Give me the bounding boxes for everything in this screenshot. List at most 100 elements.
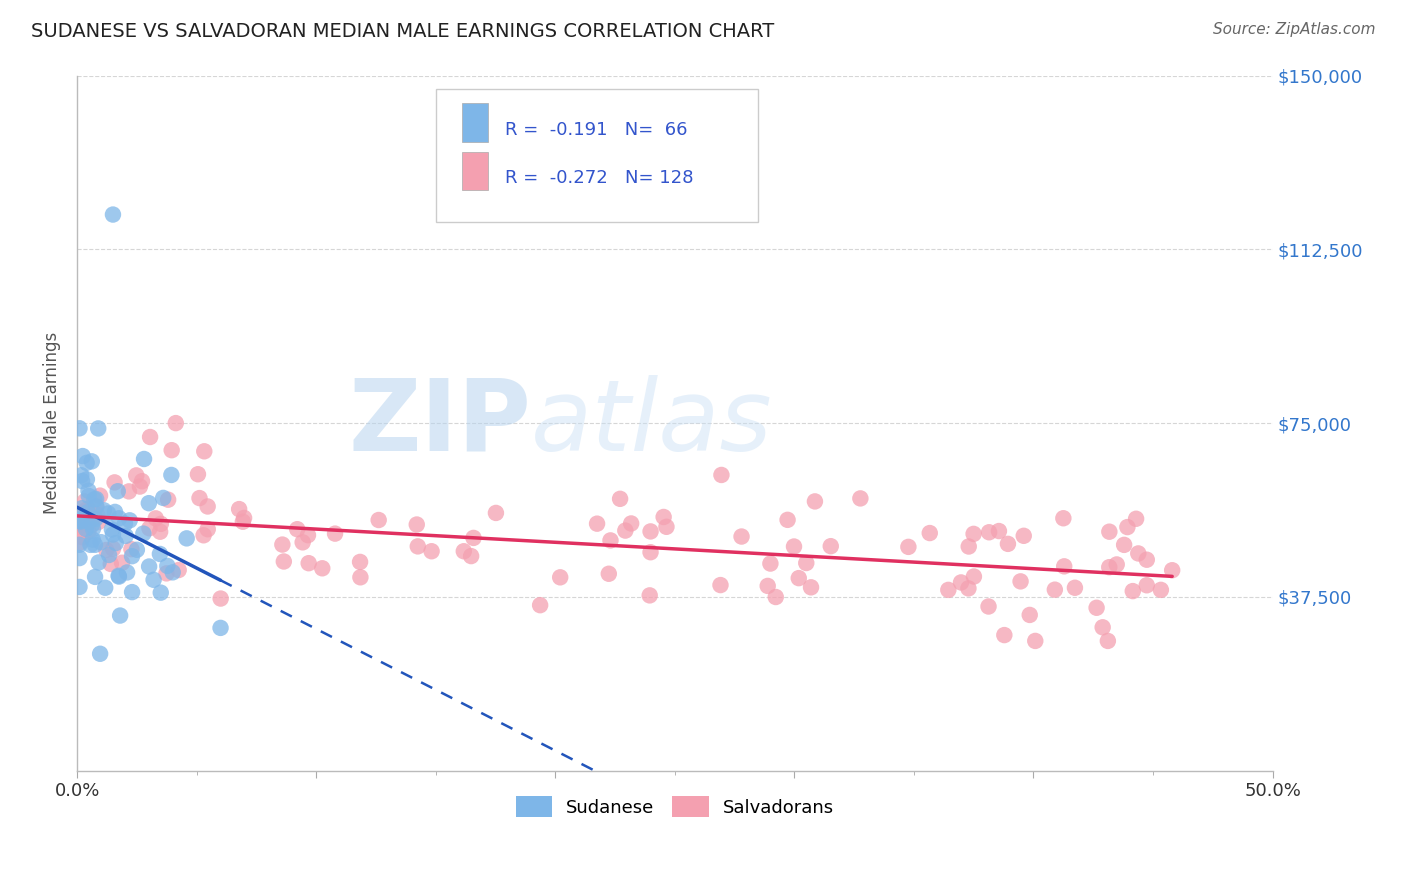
Point <box>138 521 160 535</box>
Point <box>84 500 107 514</box>
Point <box>460 549 482 563</box>
Point <box>800 580 823 594</box>
Point <box>176 532 198 546</box>
Point <box>197 522 219 536</box>
Point <box>209 621 232 635</box>
Point <box>1125 512 1147 526</box>
Point <box>114 529 136 543</box>
Point <box>1116 520 1139 534</box>
Point <box>776 513 799 527</box>
Point <box>118 513 141 527</box>
Point <box>132 526 155 541</box>
Text: atlas: atlas <box>531 375 773 472</box>
Text: SUDANESE VS SALVADORAN MEDIAN MALE EARNINGS CORRELATION CHART: SUDANESE VS SALVADORAN MEDIAN MALE EARNI… <box>31 22 775 41</box>
Point <box>209 591 232 606</box>
Point <box>111 556 134 570</box>
Point <box>367 513 389 527</box>
Point <box>548 570 571 584</box>
Point <box>107 568 129 582</box>
Point <box>73 494 96 508</box>
Point <box>84 491 107 506</box>
Point <box>638 588 661 602</box>
Point <box>963 569 986 583</box>
Point <box>98 548 121 562</box>
Point <box>233 511 256 525</box>
Point <box>655 520 678 534</box>
Point <box>93 503 115 517</box>
Point <box>76 472 98 486</box>
Point <box>950 575 973 590</box>
Point <box>897 540 920 554</box>
Point <box>1105 558 1128 572</box>
Point <box>84 512 107 526</box>
Point <box>1128 546 1150 560</box>
Point <box>599 533 621 548</box>
Point <box>121 585 143 599</box>
Point <box>529 598 551 612</box>
Point <box>1136 552 1159 566</box>
Text: Source: ZipAtlas.com: Source: ZipAtlas.com <box>1212 22 1375 37</box>
Point <box>1098 524 1121 539</box>
Point <box>101 208 124 222</box>
Point <box>82 533 104 547</box>
Point <box>97 507 120 521</box>
Point <box>1018 607 1040 622</box>
Point <box>620 516 643 531</box>
Point <box>77 483 100 498</box>
Point <box>228 502 250 516</box>
Point <box>149 516 172 531</box>
Point <box>115 566 138 580</box>
Point <box>70 501 93 516</box>
FancyBboxPatch shape <box>436 89 758 221</box>
Point <box>709 578 731 592</box>
Point <box>849 491 872 506</box>
Point <box>271 538 294 552</box>
Point <box>598 566 620 581</box>
Point <box>120 542 142 557</box>
Point <box>131 474 153 488</box>
Point <box>132 452 155 467</box>
Point <box>87 515 110 529</box>
Point <box>405 517 427 532</box>
Point <box>69 535 91 549</box>
Point <box>957 540 980 554</box>
Point <box>485 506 508 520</box>
Point <box>165 416 187 430</box>
Point <box>70 468 93 483</box>
Point <box>188 491 211 505</box>
Point <box>104 505 127 519</box>
Point <box>1114 538 1136 552</box>
Point <box>160 443 183 458</box>
Text: R =  -0.191   N=  66: R = -0.191 N= 66 <box>505 120 688 139</box>
Point <box>72 505 94 519</box>
Point <box>794 556 817 570</box>
Point <box>77 515 100 529</box>
Point <box>75 522 97 536</box>
Point <box>69 512 91 526</box>
Point <box>349 570 371 584</box>
Point <box>77 524 100 539</box>
Point <box>162 566 184 580</box>
Point <box>142 573 165 587</box>
Point <box>1098 560 1121 574</box>
Point <box>1161 563 1184 577</box>
Point <box>640 524 662 539</box>
Point <box>1043 582 1066 597</box>
Point <box>349 555 371 569</box>
Point <box>187 467 209 482</box>
Point <box>993 628 1015 642</box>
Point <box>804 494 827 508</box>
Point <box>1136 578 1159 592</box>
Point <box>75 511 97 525</box>
Text: R =  -0.272   N= 128: R = -0.272 N= 128 <box>505 169 693 187</box>
Point <box>977 525 1000 540</box>
Point <box>139 430 162 444</box>
Point <box>125 542 148 557</box>
Text: ZIP: ZIP <box>349 375 531 472</box>
Point <box>323 526 346 541</box>
Point <box>783 540 806 554</box>
Point <box>118 484 141 499</box>
Point <box>101 522 124 536</box>
Point <box>69 516 91 530</box>
Point <box>406 540 429 554</box>
